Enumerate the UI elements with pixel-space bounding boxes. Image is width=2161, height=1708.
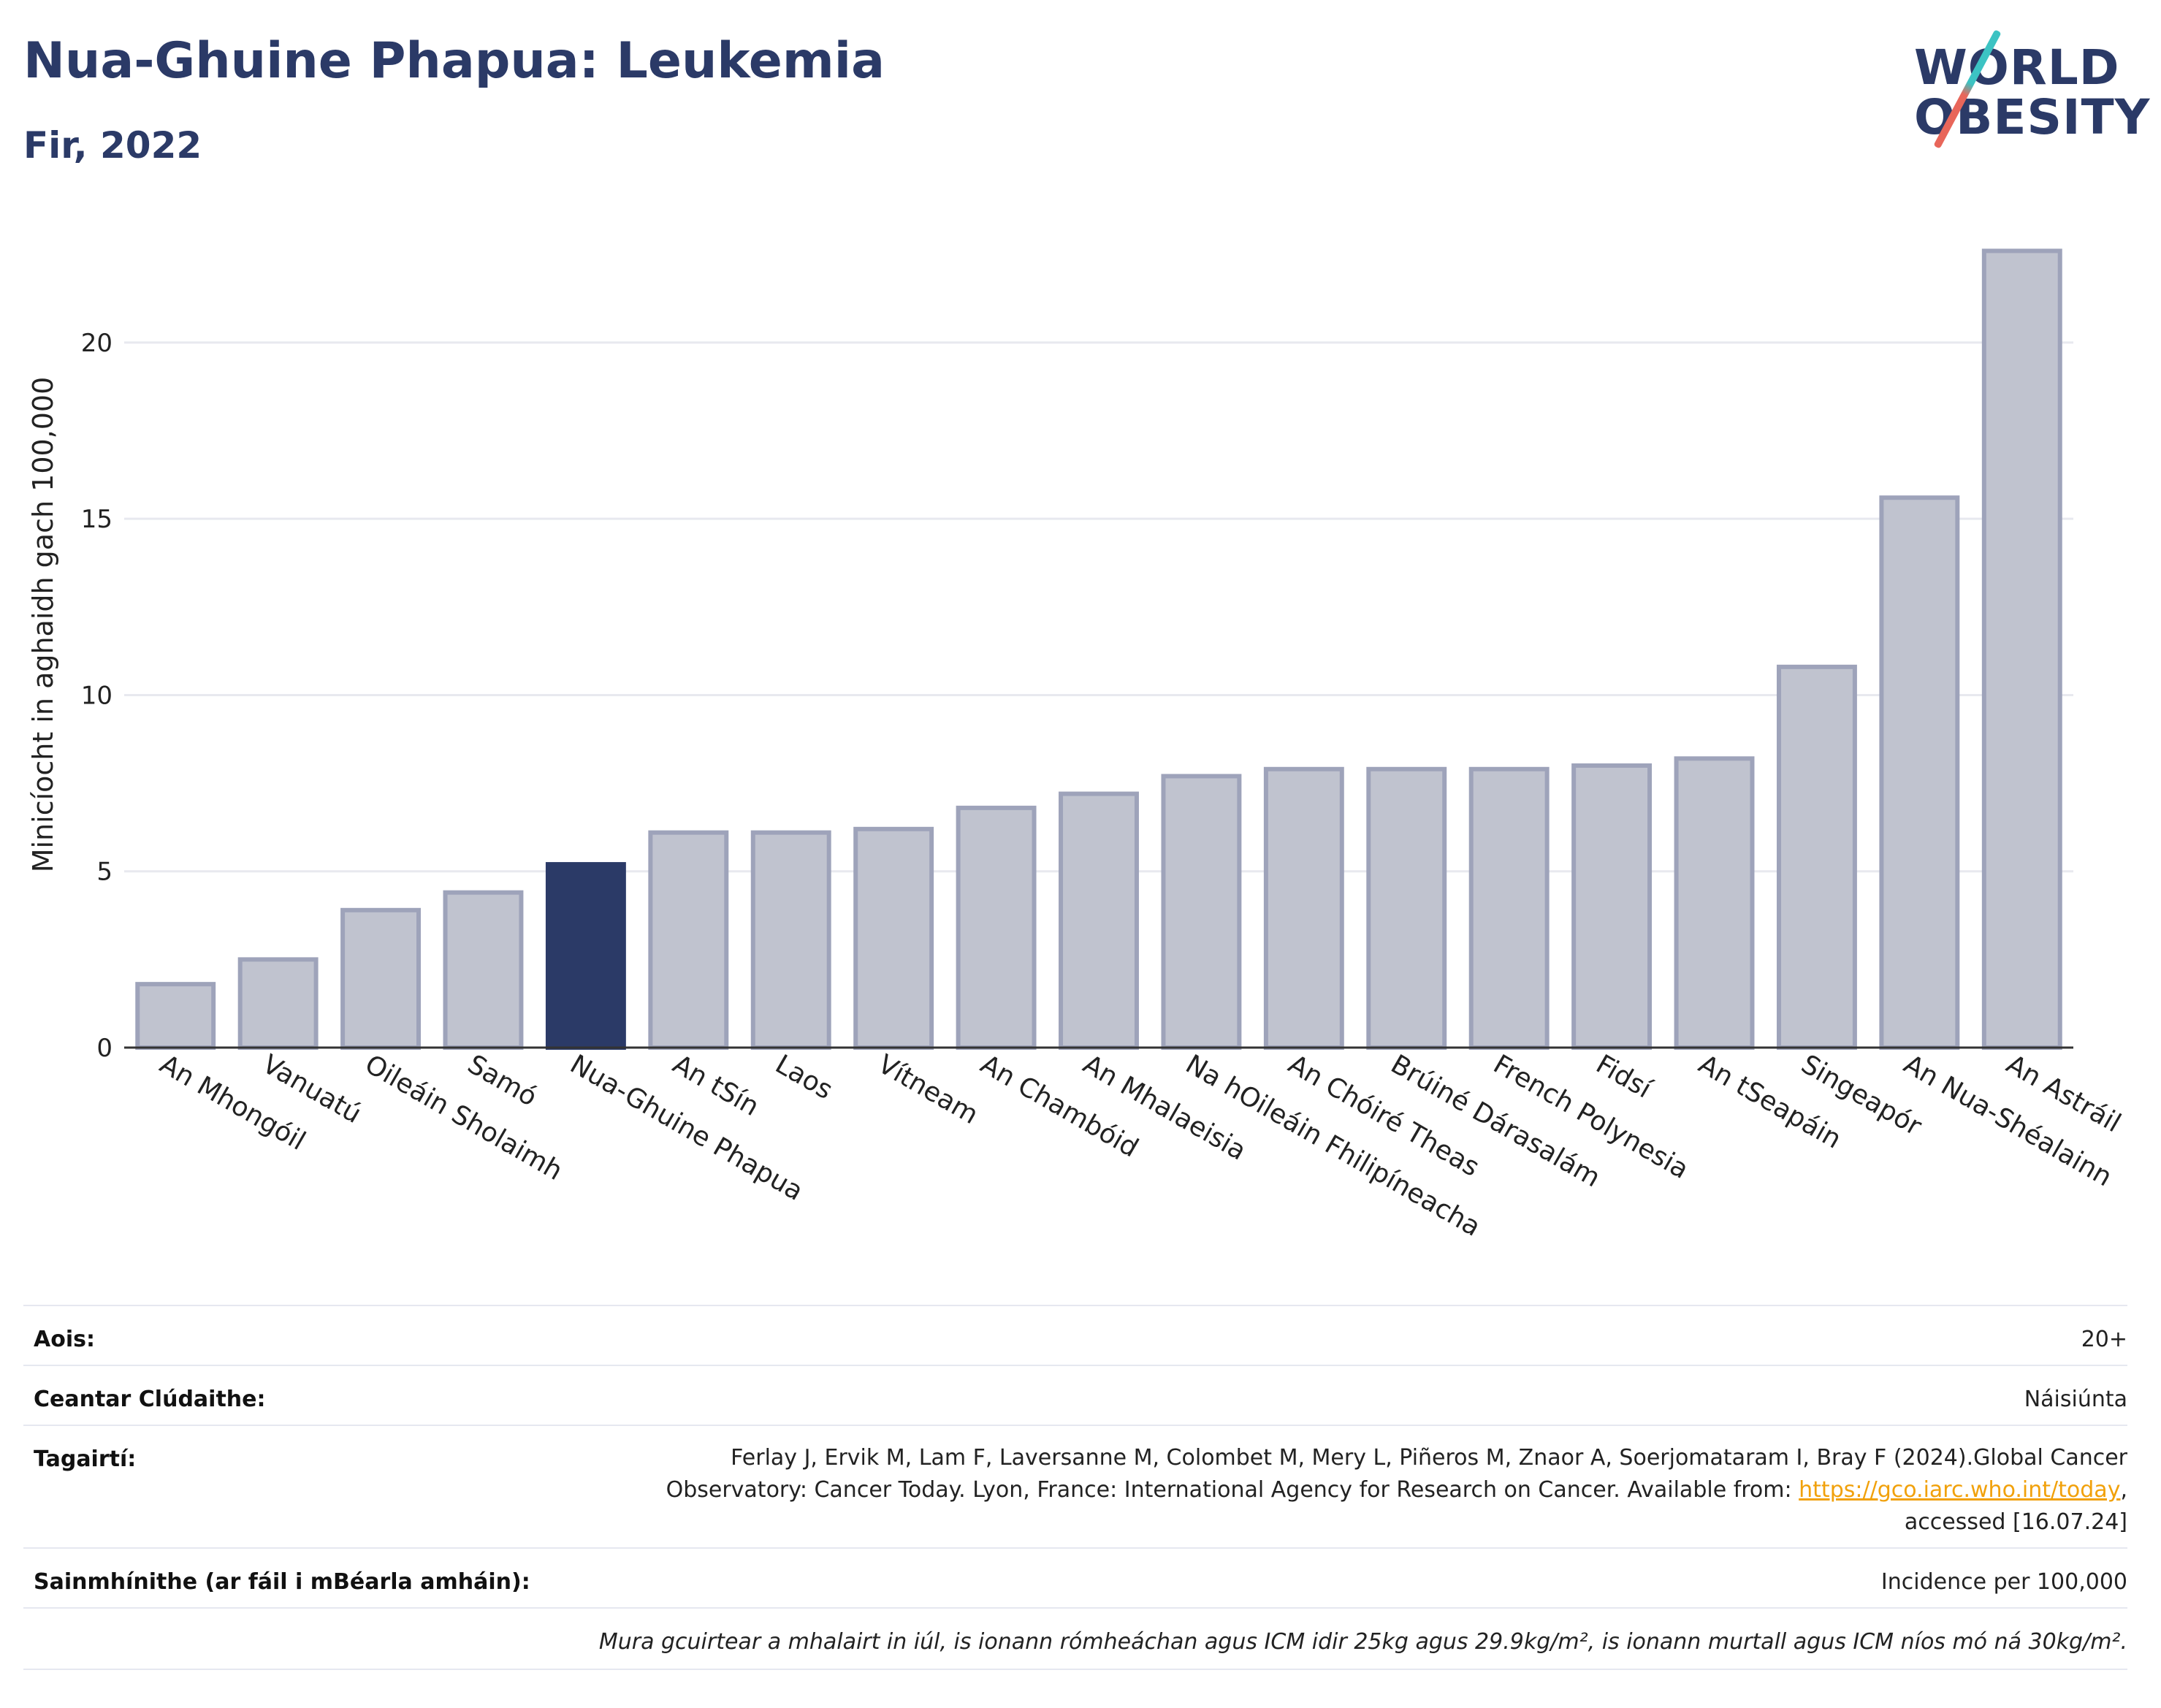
references-label: Tagairtí:: [34, 1446, 137, 1472]
bar-samó: [443, 890, 524, 1051]
definitions-label: Sainmhínithe (ar fáil i mBéarla amháin):: [34, 1569, 530, 1595]
y-axis-ticks: 0 5 10 15 20: [81, 329, 113, 1063]
bar-an-mhalaeisia: [1059, 791, 1139, 1050]
x-tick-label: Laos: [770, 1049, 837, 1105]
y-tick-label: 20: [81, 329, 113, 358]
bar-laos: [750, 830, 831, 1051]
x-tick-label: Fidsí: [1591, 1049, 1657, 1105]
y-tick-label: 5: [96, 858, 113, 887]
bar-an-mhongóil: [135, 982, 216, 1050]
chart-bars: [135, 248, 2062, 1051]
world-obesity-logo: WORLD OBESITY: [1885, 29, 2149, 153]
references-value: Ferlay J, Ervik M, Lam F, Laversanne M, …: [520, 1442, 2127, 1539]
info-row-references: Tagairtí: Ferlay J, Ervik M, Lam F, Lave…: [23, 1425, 2127, 1549]
logo-line-1: WORLD: [1914, 39, 2120, 96]
bar-nua-ghuine-phapua: [545, 862, 626, 1051]
info-row-age: Aois: 20+: [23, 1305, 2127, 1366]
bar-an-chóiré-theas: [1263, 766, 1344, 1050]
bar-fidsí: [1571, 763, 1653, 1050]
bar-an-tseapáin: [1674, 756, 1755, 1050]
bar-brúiné-dárasalám: [1366, 766, 1447, 1050]
references-line-2: Observatory: Cancer Today. Lyon, France:…: [520, 1474, 2127, 1506]
references-line-2-end: ,: [2120, 1477, 2127, 1503]
x-tick-label: Vítneam: [873, 1049, 983, 1130]
bar-an-tsín: [648, 830, 729, 1051]
references-line-2-text: Observatory: Cancer Today. Lyon, France:…: [666, 1477, 1799, 1503]
bar-an-nua-shéalainn: [1879, 495, 1960, 1050]
info-row-coverage: Ceantar Clúdaithe: Náisiúnta: [23, 1365, 2127, 1426]
age-value: 20+: [2081, 1327, 2127, 1352]
y-axis-label: Minicíocht in aghaidh gach 100,000: [27, 377, 59, 873]
bar-vítneam: [853, 826, 934, 1050]
references-line-3: accessed [16.07.24]: [1904, 1509, 2127, 1535]
chart-subtitle: Fir, 2022: [23, 124, 202, 167]
bar-an-astráil: [1981, 248, 2062, 1050]
definitions-value: Incidence per 100,000: [1880, 1569, 2127, 1595]
info-row-note: Mura gcuirtear a mhalairt in iúl, is ion…: [23, 1607, 2127, 1670]
x-tick-label: Samó: [462, 1049, 542, 1113]
age-label: Aois:: [34, 1327, 95, 1352]
x-tick-label: Oileáin Sholaimh: [360, 1049, 568, 1186]
coverage-label: Ceantar Clúdaithe:: [34, 1387, 266, 1412]
bar-singeapór: [1776, 664, 1857, 1050]
note-text: Mura gcuirtear a mhalairt in iúl, is ion…: [598, 1629, 2127, 1655]
y-tick-label: 0: [96, 1034, 113, 1063]
bar-vanuatú: [237, 957, 319, 1050]
y-tick-label: 15: [81, 505, 113, 534]
chart-title: Nua-Ghuine Phapua: Leukemia: [23, 32, 885, 90]
bar-na-hoileáin-fhilipíneacha: [1161, 774, 1242, 1051]
references-link[interactable]: https://gco.iarc.who.int/today: [1799, 1477, 2121, 1503]
bar-oileáin-sholaimh: [340, 907, 422, 1050]
references-line-1: Ferlay J, Ervik M, Lam F, Laversanne M, …: [731, 1445, 2127, 1471]
y-tick-label: 10: [81, 681, 113, 710]
bar-french-polynesia: [1468, 766, 1550, 1050]
bar-an-chambóid: [956, 805, 1037, 1050]
coverage-value: Náisiúnta: [2024, 1387, 2127, 1412]
info-row-definitions: Sainmhínithe (ar fáil i mBéarla amháin):…: [23, 1547, 2127, 1609]
